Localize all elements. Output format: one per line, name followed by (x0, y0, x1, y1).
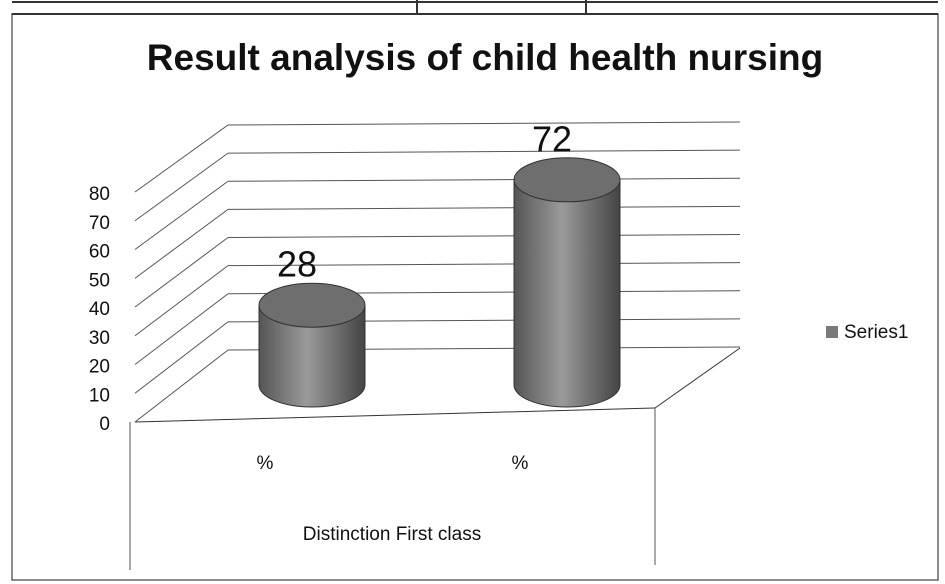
y-tick-label: 20 (89, 357, 110, 378)
bar-top (258, 282, 366, 328)
grid-line (134, 124, 229, 193)
y-tick-label: 10 (89, 385, 110, 406)
chart-border (11, 13, 939, 581)
grid-line (134, 180, 229, 250)
grid-line (227, 121, 741, 126)
y-tick-label: 60 (89, 242, 110, 263)
grid-line (134, 321, 229, 394)
grid-line (227, 177, 741, 182)
floor-edge (654, 347, 741, 409)
data-label: 72 (532, 118, 572, 159)
bar (513, 179, 621, 408)
grid-line (227, 234, 741, 238)
x-tick-label: % (257, 453, 274, 474)
y-tick-label: 50 (89, 270, 110, 291)
y-tick-label: 0 (99, 414, 110, 435)
legend-swatch (826, 326, 838, 338)
y-tick-label: 40 (89, 299, 110, 320)
bar-top (513, 157, 621, 203)
grid-line (227, 149, 741, 154)
grid-line (227, 262, 741, 267)
grid-line (134, 265, 229, 337)
y-tick-label: 30 (89, 328, 110, 349)
x-axis-label: Distinction First class (303, 524, 481, 545)
grid-line (134, 152, 229, 222)
data-label: 28 (277, 244, 317, 285)
grid-line (134, 237, 229, 308)
y-tick-label: 70 (89, 213, 110, 234)
chart-title: Result analysis of child health nursing (147, 37, 823, 78)
bar (258, 304, 366, 408)
grid-line (134, 293, 229, 365)
x-tick-label: % (512, 453, 529, 474)
y-tick-label: 80 (89, 184, 110, 205)
grid-line (227, 205, 741, 210)
grid-line (134, 208, 229, 279)
floor-edge (134, 407, 656, 423)
legend-label: Series1 (844, 322, 908, 343)
grid-line (134, 349, 229, 423)
